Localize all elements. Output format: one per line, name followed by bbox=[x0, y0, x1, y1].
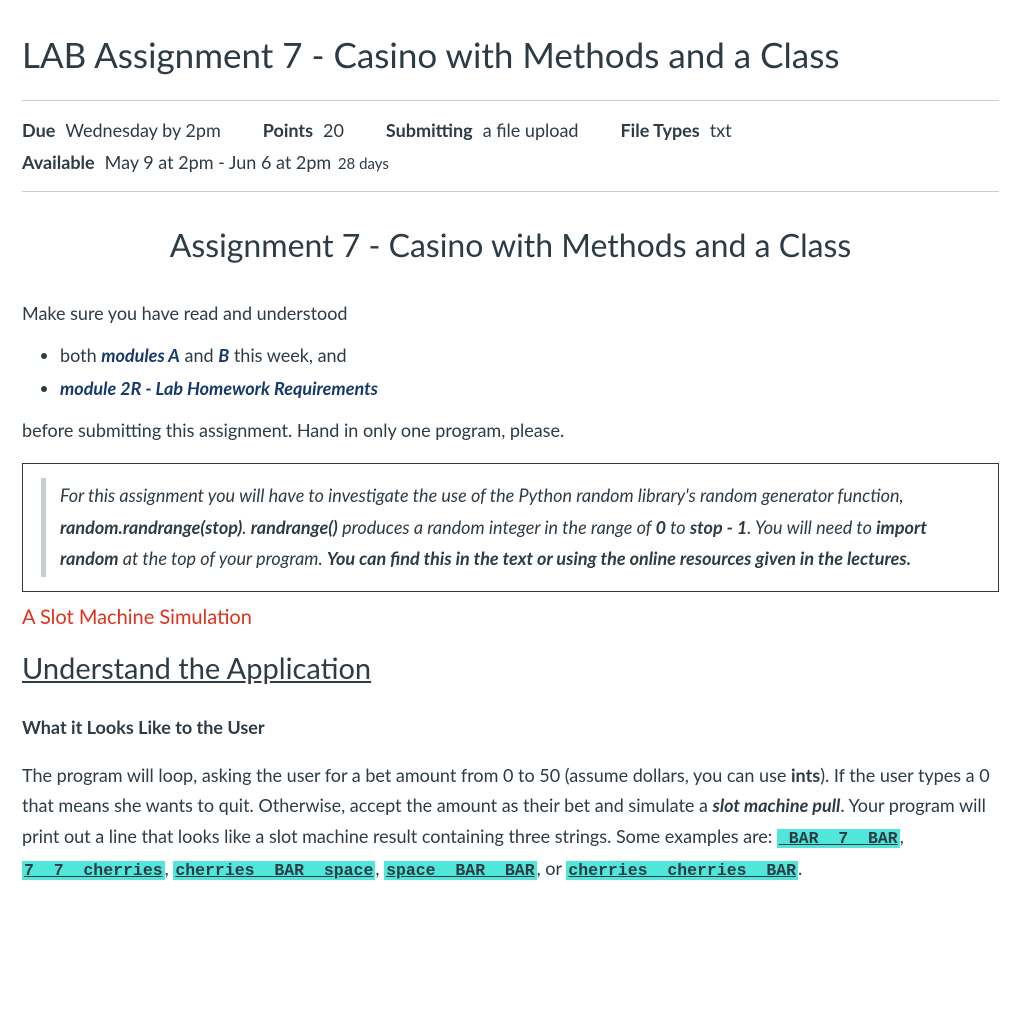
intro-text: Make sure you have read and understood bbox=[22, 300, 999, 328]
meta-filetypes: File Types txt bbox=[621, 117, 732, 145]
callout-t3: produces a random integer in the range o… bbox=[338, 516, 656, 538]
callout-t2: . bbox=[242, 516, 250, 538]
sep-or: , or bbox=[537, 857, 567, 879]
understand-heading: Understand the Application bbox=[22, 647, 999, 692]
modules-b-link[interactable]: B bbox=[218, 344, 229, 366]
slot-result-4: space BAR BAR bbox=[384, 861, 537, 880]
li1-mid: and bbox=[180, 344, 218, 366]
module-2r-link[interactable]: module 2R - Lab Homework Requirements bbox=[60, 377, 378, 399]
sep-period: . bbox=[798, 857, 802, 879]
list-item: module 2R - Lab Homework Requirements bbox=[60, 375, 999, 403]
sep3: , bbox=[375, 857, 384, 879]
li1-suffix: this week, and bbox=[229, 344, 346, 366]
callout-t5: . You will need to bbox=[747, 516, 876, 538]
meta-available: Available May 9 at 2pm - Jun 6 at 2pm 28 … bbox=[22, 149, 389, 177]
callout-t1: For this assignment you will have to inv… bbox=[60, 484, 904, 506]
slot-result-2: 7 7 cherries bbox=[22, 861, 165, 880]
meta-line-1: Due Wednesday by 2pm Points 20 Submitting a… bbox=[22, 117, 999, 145]
callout-stop: stop - 1 bbox=[690, 516, 747, 538]
meta-due: Due Wednesday by 2pm bbox=[22, 117, 221, 145]
meta-filetypes-value: txt bbox=[710, 119, 732, 141]
page-title: LAB Assignment 7 - Casino with Methods a… bbox=[22, 28, 999, 82]
meta-due-label: Due bbox=[22, 119, 55, 141]
callout-zero: 0 bbox=[656, 516, 666, 538]
body-slot-pull: slot machine pull bbox=[713, 794, 841, 816]
slot-result-5: cherries cherries BAR bbox=[566, 861, 798, 880]
meta-submitting-value: a file upload bbox=[483, 119, 579, 141]
meta-points-value: 20 bbox=[323, 119, 344, 141]
meta-available-value: May 9 at 2pm - Jun 6 at 2pm bbox=[105, 151, 332, 173]
slot-result-1: BAR 7 BAR bbox=[777, 829, 900, 848]
callout-t4: to bbox=[666, 516, 690, 538]
body-t1: The program will loop, asking the user f… bbox=[22, 764, 791, 786]
meta-submitting: Submitting a file upload bbox=[386, 117, 579, 145]
meta-due-value: Wednesday by 2pm bbox=[65, 119, 220, 141]
slot-machine-heading: A Slot Machine Simulation bbox=[22, 602, 999, 633]
li1-prefix: both bbox=[60, 344, 101, 366]
callout-randrange-sig: random.randrange(stop) bbox=[60, 516, 242, 538]
meta-divider bbox=[22, 191, 999, 192]
callout-inner: For this assignment you will have to inv… bbox=[41, 478, 982, 577]
meta-filetypes-label: File Types bbox=[621, 119, 700, 141]
body-paragraph: The program will loop, asking the user f… bbox=[22, 760, 999, 885]
callout-randrange: randrange() bbox=[251, 516, 338, 538]
meta-submitting-label: Submitting bbox=[386, 119, 473, 141]
list-item: both modules A and B this week, and bbox=[60, 342, 999, 370]
meta-available-sub: 28 days bbox=[338, 155, 389, 173]
what-it-looks-like-heading: What it Looks Like to the User bbox=[22, 714, 999, 742]
prereq-list: both modules A and B this week, and modu… bbox=[22, 342, 999, 404]
meta-points: Points 20 bbox=[263, 117, 344, 145]
slot-result-3: cherries BAR space bbox=[173, 861, 375, 880]
meta-available-label: Available bbox=[22, 151, 95, 173]
meta-line-2: Available May 9 at 2pm - Jun 6 at 2pm 28 … bbox=[22, 149, 999, 177]
assignment-meta: Due Wednesday by 2pm Points 20 Submitting a… bbox=[22, 117, 999, 177]
sep1: , bbox=[900, 825, 904, 847]
after-bullets-text: before submitting this assignment. Hand … bbox=[22, 417, 999, 445]
modules-a-link[interactable]: modules A bbox=[101, 344, 180, 366]
title-divider bbox=[22, 100, 999, 101]
content-heading: Assignment 7 - Casino with Methods and a… bbox=[22, 220, 999, 270]
meta-points-label: Points bbox=[263, 119, 313, 141]
body-ints: ints bbox=[791, 764, 820, 786]
callout-box: For this assignment you will have to inv… bbox=[22, 463, 999, 592]
callout-find: You can find this in the text or using t… bbox=[327, 547, 911, 569]
callout-t6: at the top of your program. bbox=[119, 547, 327, 569]
